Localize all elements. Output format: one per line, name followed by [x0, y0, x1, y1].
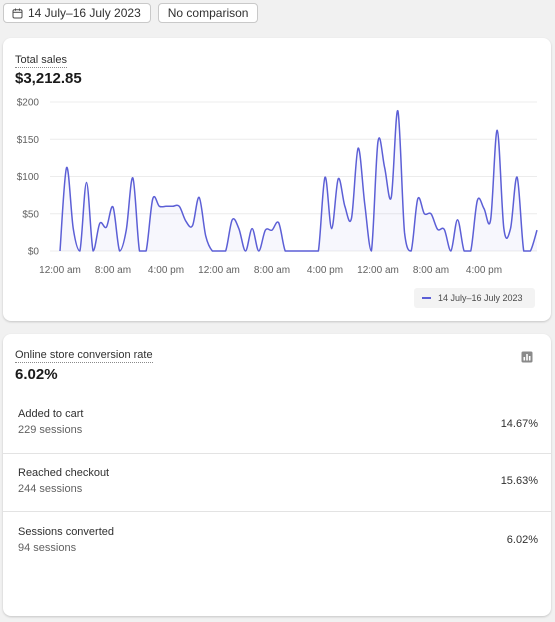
total-sales-value: $3,212.85 [15, 70, 82, 87]
row-sessions: 94 sessions [18, 542, 77, 554]
funnel-row-added-to-cart: Added to cart 229 sessions 14.67% [3, 408, 551, 466]
row-percentage: 6.02% [506, 534, 538, 546]
funnel-row-sessions-converted: Sessions converted 94 sessions 6.02% [3, 526, 551, 584]
x-tick-label: 8:00 am [413, 265, 449, 276]
x-tick-label: 12:00 am [39, 265, 81, 276]
series-area [60, 110, 537, 251]
row-label: Reached checkout [18, 467, 110, 479]
row-sessions: 229 sessions [18, 424, 83, 436]
chart-legend[interactable]: 14 July–16 July 2023 [414, 288, 535, 308]
row-percentage: 15.63% [500, 475, 538, 487]
comparison-button[interactable]: No comparison [157, 3, 259, 23]
series-line [59, 110, 538, 252]
total-sales-title[interactable]: Total sales [15, 54, 67, 68]
row-sessions: 244 sessions [18, 483, 83, 495]
bar-chart-icon[interactable] [521, 350, 533, 368]
x-tick-label: 12:00 am [198, 265, 240, 276]
conversion-rate-card: Online store conversion rate 6.02% Added… [3, 334, 551, 616]
row-percentage: 14.67% [500, 418, 538, 430]
conversion-rate-title[interactable]: Online store conversion rate [15, 349, 153, 363]
row-divider [3, 511, 551, 512]
row-divider [3, 453, 551, 454]
x-tick-label: 12:00 am [357, 265, 399, 276]
funnel-row-reached-checkout: Reached checkout 244 sessions 15.63% [3, 467, 551, 525]
total-sales-card: Total sales $3,212.85 $0 $50 $100 $150 $200 1… [3, 38, 551, 321]
x-tick-label: 8:00 am [95, 265, 131, 276]
legend-swatch [422, 297, 431, 299]
y-tick-label: $200 [17, 98, 40, 109]
conversion-rate-value: 6.02% [15, 366, 58, 383]
y-tick-label: $100 [17, 172, 40, 183]
calendar-icon [12, 8, 23, 19]
x-tick-label: 4:00 pm [148, 265, 184, 276]
sales-line-chart: $0 $50 $100 $150 $200 12:00 am 8:00 am 4:00 pm 1… [17, 98, 538, 276]
row-label: Added to cart [18, 408, 84, 420]
toolbar: 14 July–16 July 2023 No comparison [3, 3, 259, 23]
legend-label: 14 July–16 July 2023 [438, 293, 523, 303]
y-tick-label: $50 [22, 209, 39, 220]
x-tick-label: 4:00 pm [307, 265, 343, 276]
x-tick-label: 4:00 pm [466, 265, 502, 276]
date-range-button[interactable]: 14 July–16 July 2023 [3, 3, 151, 23]
y-tick-label: $150 [17, 135, 40, 146]
row-label: Sessions converted [18, 526, 114, 538]
date-range-label: 14 July–16 July 2023 [28, 6, 141, 20]
x-tick-label: 8:00 am [254, 265, 290, 276]
y-tick-label: $0 [28, 247, 40, 258]
